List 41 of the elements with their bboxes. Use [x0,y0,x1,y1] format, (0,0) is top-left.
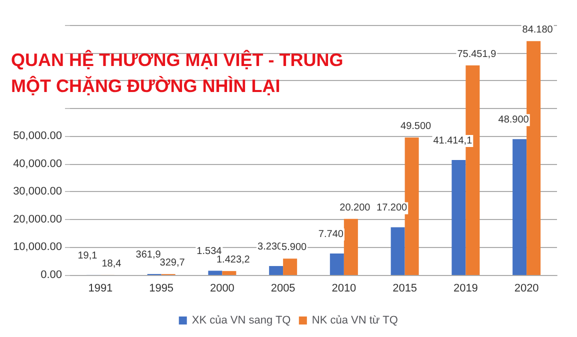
y-tick-label: 10,000.00 [13,241,62,254]
bar [344,218,358,275]
data-label: 361,9 [136,249,162,260]
data-label: 20.200 [340,202,371,214]
bar [452,160,466,275]
bar [222,271,236,275]
data-label: 41.414,1 [433,135,473,146]
x-tick-label: 2015 [392,282,418,294]
data-label: 7.740 [318,229,344,240]
y-tick-label: 0.00 [40,269,62,281]
x-tick-label: 1991 [88,282,113,294]
bar [269,266,284,275]
data-label: 1.423,2 [216,254,250,266]
text: QUAN HỆ THƯƠNG MẠI VIỆT - TRUNG MỘT CHẶNG ĐƯỜNG NHÌN LẠI [11,49,344,96]
data-label: 19,1 [78,250,98,262]
data-label: 75.451,9 [457,48,497,60]
legend-label: NK của VN từ TQ [312,314,398,326]
bar [512,139,527,275]
x-tick-label: 2019 [453,282,478,294]
bar [208,270,222,275]
data-label: 84.180 [522,24,554,36]
data-label: 18,4 [102,258,122,270]
data-label: 49.500 [400,121,432,132]
bar [330,254,344,275]
x-tick-label: 2005 [270,282,296,294]
y-tick-label: 30,000.00 [13,186,62,198]
data-label: 48.900 [498,114,530,126]
y-tick-label: 50,000.00 [13,130,62,142]
bar [283,258,298,275]
x-tick-label: 2020 [514,282,539,294]
y-tick-label: 20,000.00 [13,213,62,226]
bar [526,41,541,275]
legend-label: XK của VN sang TQ [192,314,292,326]
data-label: 5.900 [282,242,308,254]
x-tick-label: 1995 [149,282,174,294]
bar [390,227,405,275]
x-tick-label: 2010 [332,282,356,294]
y-tick-label: 40,000.00 [13,158,62,170]
data-label: 17.200 [376,202,408,214]
x-tick-label: 2000 [210,282,234,294]
data-label: 329,7 [160,258,186,269]
